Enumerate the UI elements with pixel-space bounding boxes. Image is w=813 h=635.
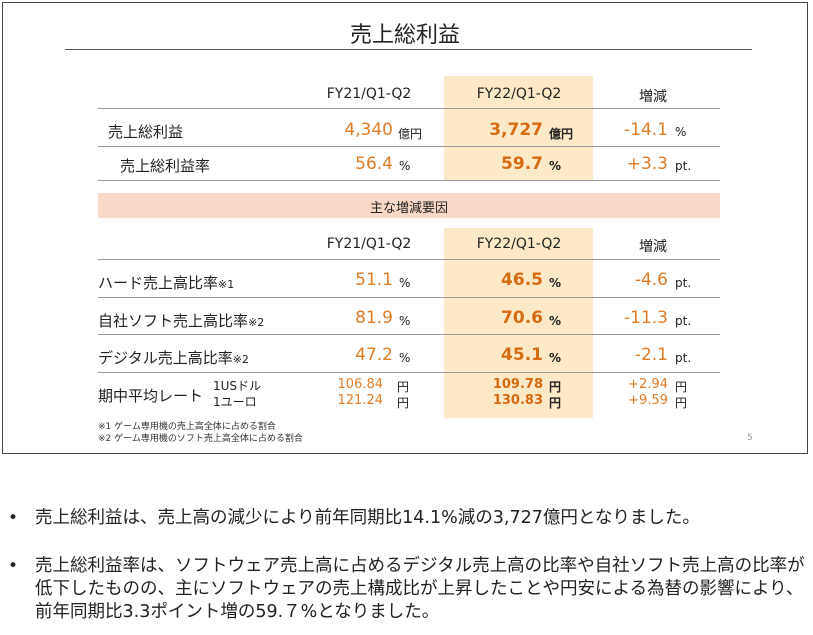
footnote-2: ※2 ゲーム専用機のソフト売上高全体に占める割合 [98,434,303,444]
gross-margin-fy21: 56.4 [355,154,393,174]
row-rule [98,297,720,298]
gross-margin-diff: +3.3 [626,154,668,174]
digital-ratio-fy21-unit: % [399,351,411,365]
fx-usd-fy22: 109.78 [492,377,543,392]
hardware-ratio-fy22: 46.5 [501,270,543,290]
fx-usd-fy22-unit: 円 [549,380,562,394]
fx-usd-diff-unit: 円 [675,380,688,394]
row-label-text: デジタル売上高比率 [98,349,233,367]
gross-margin-fy22-unit: % [549,159,562,173]
own-software-ratio-diff-unit: pt. [675,314,692,328]
title-divider [65,49,752,50]
fx-usd-label: 1USドル [213,379,262,393]
hardware-ratio-fy21: 51.1 [355,270,393,290]
col-header-diff: 増減 [639,239,667,255]
row-rule [98,334,720,335]
col-header-fy22: FY22/Q1-Q2 [476,236,562,252]
gross-margin-diff-unit: pt. [675,159,692,173]
fx-usd-fy21-unit: 円 [397,380,410,394]
bullet-text-2: 売上総利益率は、ソフトウェア売上高に占めるデジタル売上高の比率や自社ソフト売上高… [35,556,805,622]
section-band: 主な増減要因 [98,193,720,218]
gross-margin-fy22: 59.7 [501,154,543,174]
gross-margin-fy21-unit: % [399,159,411,173]
fx-eur-fy22: 130.83 [492,393,543,408]
row-label-text: 自社ソフト売上高比率 [98,312,249,330]
slide: 売上総利益 FY21/Q1-Q2 FY22/Q1-Q2 増減 売上総利益 4,3… [2,2,808,454]
own-software-ratio-fy21: 81.9 [355,308,393,328]
fx-eur-fy21-unit: 円 [397,396,410,410]
fx-eur-fy21: 121.24 [337,393,384,408]
fx-eur-diff: +9.59 [628,393,668,408]
gross-profit-fy22-unit: 億円 [549,127,574,141]
bullet-text-1: 売上総利益は、売上高の減少により前年同期比14.1%減の3,727億円となりまし… [35,508,700,528]
footnote-1: ※1 ゲーム専用機の売上高全体に占める割合 [98,422,276,432]
digital-ratio-fy22: 45.1 [501,345,543,365]
own-software-ratio-fy22: 70.6 [501,308,543,328]
gross-profit-diff: -14.1 [624,120,668,140]
row-label-text: ハード売上高比率 [98,274,219,292]
own-software-ratio-diff: -11.3 [624,308,668,328]
section-band-label: 主な増減要因 [369,201,448,216]
footnote-marker: ※2 [248,316,265,329]
row-rule [98,372,720,373]
gross-profit-diff-unit: % [675,125,687,139]
row-rule [98,180,720,181]
digital-ratio-diff: -2.1 [634,345,668,365]
slide-title: 売上総利益 [349,23,460,48]
gross-profit-fy21: 4,340 [344,120,393,140]
hardware-ratio-fy22-unit: % [549,276,562,290]
bullet-marker: • [8,508,19,528]
col-header-fy21: FY21/Q1-Q2 [326,236,412,252]
digital-ratio-diff-unit: pt. [675,351,692,365]
footnote-marker: ※1 [218,278,235,291]
hardware-ratio-diff-unit: pt. [675,276,692,290]
fx-usd-diff: +2.94 [628,377,668,392]
row-label-own-software-ratio: 自社ソフト売上高比率※2 [98,310,264,331]
fx-eur-diff-unit: 円 [675,396,688,410]
row-label-digital-ratio: デジタル売上高比率※2 [98,347,249,368]
row-label-hardware-ratio: ハード売上高比率※1 [98,272,234,293]
row-label-gross-profit: 売上総利益 [108,123,184,141]
own-software-ratio-fy22-unit: % [549,314,562,328]
fy22-highlight-top [444,76,593,180]
footnote-marker: ※2 [232,353,249,366]
row-label-gross-margin: 売上総利益率 [120,157,211,175]
fx-eur-fy22-unit: 円 [549,396,562,410]
fx-eur-label: 1ユーロ [213,395,257,409]
row-label-fx-rate: 期中平均レート [98,387,204,405]
hardware-ratio-diff: -4.6 [634,270,668,290]
digital-ratio-fy21: 47.2 [355,345,393,365]
hardware-ratio-fy21-unit: % [399,276,411,290]
gross-profit-fy22: 3,727 [489,120,543,140]
header-rule [98,108,720,109]
fx-usd-fy21: 106.84 [337,377,384,392]
digital-ratio-fy22-unit: % [549,351,562,365]
row-rule [98,146,720,147]
col-header-fy21: FY21/Q1-Q2 [326,86,412,102]
col-header-diff: 増減 [639,89,667,105]
own-software-ratio-fy21-unit: % [399,314,411,328]
page-number: 5 [747,433,753,443]
gross-profit-fy21-unit: 億円 [398,127,423,141]
bullet-marker: • [8,556,19,576]
header-rule [98,259,720,260]
col-header-fy22: FY22/Q1-Q2 [476,86,562,102]
